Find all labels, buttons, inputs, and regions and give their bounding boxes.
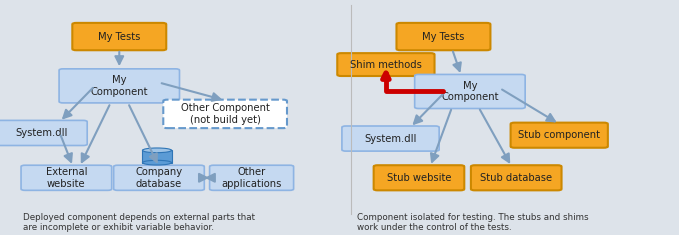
Text: Company
database: Company database: [135, 167, 183, 188]
Text: External
website: External website: [45, 167, 87, 188]
Text: My Tests: My Tests: [422, 31, 464, 42]
Text: Other
applications: Other applications: [221, 167, 282, 188]
FancyBboxPatch shape: [415, 74, 525, 109]
Text: System.dll: System.dll: [16, 128, 68, 138]
FancyBboxPatch shape: [337, 53, 435, 76]
FancyBboxPatch shape: [163, 100, 287, 128]
FancyBboxPatch shape: [113, 165, 204, 190]
FancyBboxPatch shape: [210, 165, 293, 190]
Text: Other Component
(not build yet): Other Component (not build yet): [181, 103, 270, 125]
FancyBboxPatch shape: [471, 165, 562, 190]
FancyBboxPatch shape: [59, 69, 179, 103]
Text: Shim methods: Shim methods: [350, 60, 422, 70]
FancyBboxPatch shape: [143, 150, 172, 163]
Text: Stub website: Stub website: [387, 173, 452, 183]
Text: Stub component: Stub component: [518, 130, 600, 140]
Ellipse shape: [143, 160, 172, 165]
Ellipse shape: [143, 148, 172, 153]
Text: Component isolated for testing. The stubs and shims
work under the control of th: Component isolated for testing. The stub…: [357, 212, 589, 232]
FancyBboxPatch shape: [373, 165, 464, 190]
Text: Stub database: Stub database: [480, 173, 552, 183]
FancyBboxPatch shape: [511, 123, 608, 148]
FancyBboxPatch shape: [0, 120, 87, 145]
FancyBboxPatch shape: [21, 165, 111, 190]
Text: My
Component: My Component: [90, 75, 148, 97]
FancyBboxPatch shape: [397, 23, 490, 50]
FancyBboxPatch shape: [342, 126, 439, 151]
Text: System.dll: System.dll: [365, 133, 417, 144]
Text: Deployed component depends on external parts that
are incomplete or exhibit vari: Deployed component depends on external p…: [23, 212, 255, 232]
Text: My Tests: My Tests: [98, 31, 141, 42]
Text: My
Component: My Component: [441, 81, 498, 102]
FancyBboxPatch shape: [73, 23, 166, 50]
